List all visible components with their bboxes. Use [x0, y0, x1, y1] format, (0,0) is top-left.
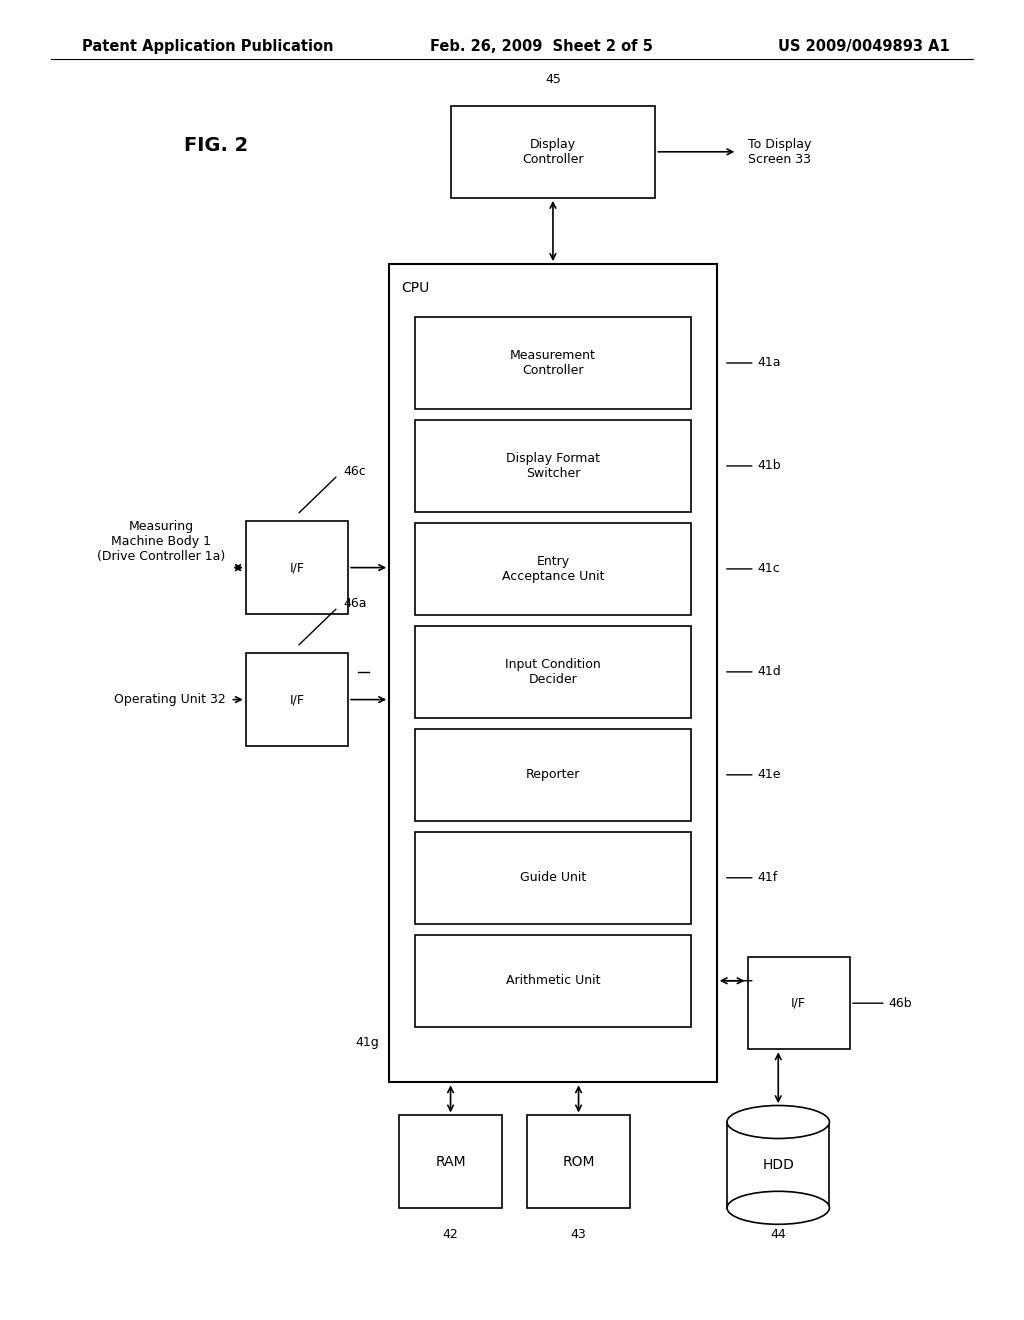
Text: I/F: I/F	[290, 561, 304, 574]
Text: 44: 44	[770, 1228, 786, 1241]
Text: 41a: 41a	[758, 356, 781, 370]
FancyBboxPatch shape	[415, 626, 691, 718]
Text: CPU: CPU	[401, 281, 430, 296]
FancyBboxPatch shape	[415, 729, 691, 821]
Text: FIG. 2: FIG. 2	[184, 136, 249, 154]
FancyBboxPatch shape	[415, 420, 691, 512]
Text: Display Format
Switcher: Display Format Switcher	[506, 451, 600, 480]
FancyBboxPatch shape	[727, 1122, 829, 1208]
Text: 46c: 46c	[343, 465, 366, 478]
Text: Entry
Acceptance Unit: Entry Acceptance Unit	[502, 554, 604, 583]
Text: 41f: 41f	[758, 871, 778, 884]
Text: US 2009/0049893 A1: US 2009/0049893 A1	[778, 38, 950, 54]
FancyBboxPatch shape	[451, 106, 655, 198]
Text: 41: 41	[305, 652, 323, 665]
Text: Patent Application Publication: Patent Application Publication	[82, 38, 334, 54]
Text: Operating Unit 32: Operating Unit 32	[114, 693, 225, 706]
Ellipse shape	[727, 1191, 829, 1225]
Text: Feb. 26, 2009  Sheet 2 of 5: Feb. 26, 2009 Sheet 2 of 5	[430, 38, 653, 54]
FancyBboxPatch shape	[246, 521, 348, 614]
Text: Guide Unit: Guide Unit	[520, 871, 586, 884]
Text: I/F: I/F	[792, 997, 806, 1010]
Text: 41c: 41c	[758, 562, 780, 576]
FancyBboxPatch shape	[415, 832, 691, 924]
Text: Measuring
Machine Body 1
(Drive Controller 1a): Measuring Machine Body 1 (Drive Controll…	[97, 520, 225, 562]
Text: Measurement
Controller: Measurement Controller	[510, 348, 596, 378]
Text: Reporter: Reporter	[525, 768, 581, 781]
Text: Input Condition
Decider: Input Condition Decider	[505, 657, 601, 686]
Text: Display
Controller: Display Controller	[522, 137, 584, 166]
Text: ROM: ROM	[562, 1155, 595, 1168]
Text: RAM: RAM	[435, 1155, 466, 1168]
Text: 43: 43	[570, 1228, 587, 1241]
FancyBboxPatch shape	[527, 1115, 630, 1208]
FancyBboxPatch shape	[748, 957, 850, 1049]
Text: To Display
Screen 33: To Display Screen 33	[748, 137, 811, 166]
Text: HDD: HDD	[762, 1158, 795, 1172]
FancyBboxPatch shape	[415, 523, 691, 615]
FancyBboxPatch shape	[399, 1115, 502, 1208]
FancyBboxPatch shape	[246, 653, 348, 746]
FancyBboxPatch shape	[389, 264, 717, 1082]
Text: 41g: 41g	[355, 1036, 379, 1049]
Text: 41b: 41b	[758, 459, 781, 473]
Text: I/F: I/F	[290, 693, 304, 706]
FancyBboxPatch shape	[415, 935, 691, 1027]
Text: Arithmetic Unit: Arithmetic Unit	[506, 974, 600, 987]
Text: 46b: 46b	[889, 997, 912, 1010]
Text: 41d: 41d	[758, 665, 781, 678]
FancyBboxPatch shape	[415, 317, 691, 409]
Ellipse shape	[727, 1105, 829, 1138]
Text: 42: 42	[442, 1228, 459, 1241]
Text: 41g: 41g	[758, 974, 781, 987]
Text: 45: 45	[545, 73, 561, 86]
Text: 46a: 46a	[343, 597, 367, 610]
Text: 41e: 41e	[758, 768, 781, 781]
